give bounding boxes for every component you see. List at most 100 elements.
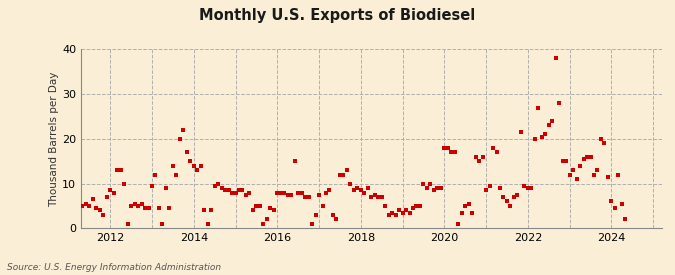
Point bbox=[338, 172, 349, 177]
Point bbox=[206, 208, 217, 213]
Point bbox=[397, 210, 408, 215]
Point bbox=[265, 206, 275, 210]
Point bbox=[306, 222, 317, 226]
Point bbox=[453, 222, 464, 226]
Point bbox=[248, 208, 259, 213]
Point bbox=[174, 137, 185, 141]
Point bbox=[129, 202, 140, 206]
Point bbox=[418, 182, 429, 186]
Point bbox=[345, 182, 356, 186]
Point bbox=[554, 101, 564, 105]
Point bbox=[585, 155, 596, 159]
Point bbox=[411, 204, 422, 208]
Point bbox=[275, 190, 286, 195]
Point bbox=[519, 184, 530, 188]
Point bbox=[550, 56, 561, 60]
Point bbox=[450, 150, 460, 155]
Point bbox=[421, 186, 432, 190]
Point bbox=[414, 204, 425, 208]
Point bbox=[432, 186, 443, 190]
Y-axis label: Thousand Barrels per Day: Thousand Barrels per Day bbox=[49, 71, 59, 207]
Point bbox=[512, 192, 523, 197]
Point bbox=[213, 182, 223, 186]
Point bbox=[408, 206, 418, 210]
Point bbox=[182, 150, 192, 155]
Point bbox=[404, 210, 415, 215]
Point bbox=[495, 186, 506, 190]
Point bbox=[335, 172, 346, 177]
Point bbox=[136, 202, 147, 206]
Point bbox=[101, 195, 112, 199]
Point bbox=[502, 199, 512, 204]
Point bbox=[369, 192, 380, 197]
Point bbox=[571, 177, 582, 181]
Text: Source: U.S. Energy Information Administration: Source: U.S. Energy Information Administ… bbox=[7, 263, 221, 272]
Point bbox=[240, 192, 251, 197]
Point bbox=[516, 130, 526, 134]
Point bbox=[112, 168, 123, 172]
Point bbox=[487, 145, 498, 150]
Point bbox=[300, 195, 310, 199]
Point bbox=[314, 192, 325, 197]
Point bbox=[143, 206, 154, 210]
Point bbox=[115, 168, 126, 172]
Point bbox=[161, 186, 171, 190]
Point bbox=[227, 190, 238, 195]
Point bbox=[592, 168, 603, 172]
Point bbox=[261, 217, 272, 222]
Point bbox=[269, 208, 279, 213]
Point bbox=[293, 190, 304, 195]
Point bbox=[195, 163, 206, 168]
Point bbox=[209, 184, 220, 188]
Point bbox=[505, 204, 516, 208]
Point bbox=[342, 168, 352, 172]
Point bbox=[167, 163, 178, 168]
Point bbox=[526, 186, 537, 190]
Point bbox=[603, 175, 614, 179]
Point bbox=[460, 204, 470, 208]
Point bbox=[230, 190, 241, 195]
Point bbox=[77, 204, 88, 208]
Point bbox=[157, 222, 168, 226]
Point bbox=[491, 150, 502, 155]
Point bbox=[279, 190, 290, 195]
Point bbox=[616, 202, 627, 206]
Point bbox=[366, 195, 377, 199]
Point bbox=[254, 204, 265, 208]
Point bbox=[543, 123, 554, 128]
Point bbox=[171, 172, 182, 177]
Point bbox=[234, 188, 244, 192]
Point bbox=[401, 208, 412, 213]
Point bbox=[558, 159, 568, 163]
Point bbox=[470, 155, 481, 159]
Point bbox=[463, 202, 474, 206]
Point bbox=[383, 213, 394, 217]
Point bbox=[582, 155, 593, 159]
Point bbox=[126, 204, 136, 208]
Point bbox=[467, 210, 478, 215]
Point bbox=[568, 168, 578, 172]
Point bbox=[356, 188, 367, 192]
Point bbox=[380, 204, 391, 208]
Point bbox=[613, 172, 624, 177]
Point bbox=[286, 192, 296, 197]
Point bbox=[70, 197, 81, 201]
Point bbox=[537, 134, 547, 139]
Point bbox=[435, 186, 446, 190]
Point bbox=[373, 195, 383, 199]
Point bbox=[595, 137, 606, 141]
Point bbox=[108, 190, 119, 195]
Point bbox=[359, 190, 370, 195]
Point bbox=[529, 137, 540, 141]
Point bbox=[223, 188, 234, 192]
Point bbox=[164, 206, 175, 210]
Point bbox=[88, 197, 99, 201]
Point bbox=[296, 190, 307, 195]
Point bbox=[310, 213, 321, 217]
Point bbox=[429, 188, 439, 192]
Point bbox=[508, 195, 519, 199]
Point bbox=[533, 105, 543, 110]
Point bbox=[606, 199, 617, 204]
Point bbox=[95, 208, 105, 213]
Point bbox=[188, 163, 199, 168]
